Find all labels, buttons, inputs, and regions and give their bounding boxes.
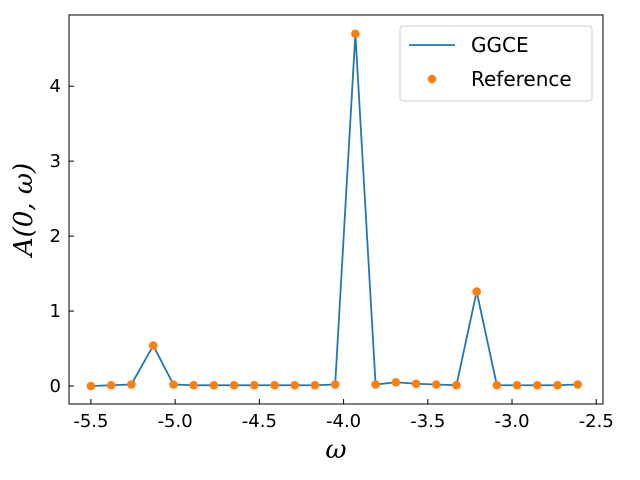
- y-tick-label: 2: [50, 226, 61, 247]
- x-tick-label: -5.5: [73, 411, 108, 432]
- data-point-reference: [512, 380, 522, 390]
- data-point-reference: [391, 377, 401, 387]
- y-tick-label: 3: [50, 151, 61, 172]
- y-tick-label: 1: [50, 301, 61, 322]
- data-point-reference: [209, 380, 219, 390]
- legend-label-reference: Reference: [471, 67, 572, 91]
- data-point-reference: [492, 380, 502, 390]
- x-tick-label: -3.5: [410, 411, 445, 432]
- x-tick-label: -3.0: [494, 411, 529, 432]
- axis-ticks: -5.5 -5.0 -4.5 -4.0 -3.5 -3.0 -2.5 0 1 2 3 4: [50, 76, 614, 432]
- data-point-reference: [573, 380, 583, 389]
- data-point-reference: [106, 380, 116, 390]
- x-tick-label: -4.0: [326, 411, 361, 432]
- data-point-reference: [169, 380, 178, 389]
- data-point-reference: [86, 381, 96, 391]
- data-point-reference: [249, 380, 259, 390]
- data-point-reference: [431, 380, 441, 389]
- data-point-reference: [411, 379, 421, 389]
- legend-swatch-reference: [427, 74, 437, 84]
- y-tick-label: 4: [50, 76, 61, 97]
- x-axis-label: ω: [325, 435, 346, 465]
- data-point-reference: [371, 380, 380, 389]
- y-tick-label: 0: [50, 376, 61, 397]
- x-tick-label: -4.5: [242, 411, 277, 432]
- data-point-reference: [189, 380, 198, 390]
- x-tick-label: -5.0: [158, 411, 193, 432]
- y-axis-label: A(0, ω): [9, 163, 39, 258]
- plot-area: [86, 29, 583, 391]
- legend-label-ggce: GGCE: [471, 33, 529, 57]
- axes-frame: [68, 14, 604, 405]
- data-point-reference: [553, 380, 562, 390]
- data-point-reference: [310, 380, 320, 390]
- data-point-reference: [290, 380, 300, 390]
- data-point-reference: [270, 380, 279, 390]
- data-point-reference: [351, 29, 360, 39]
- data-point-reference: [127, 380, 136, 389]
- data-point-reference: [452, 380, 461, 390]
- data-point-reference: [148, 341, 158, 350]
- x-tick-label: -2.5: [579, 411, 614, 432]
- data-point-reference: [472, 287, 481, 296]
- data-point-reference: [229, 380, 239, 390]
- data-point-reference: [533, 380, 542, 390]
- legend: GGCE Reference: [399, 25, 593, 102]
- data-point-reference: [330, 380, 340, 389]
